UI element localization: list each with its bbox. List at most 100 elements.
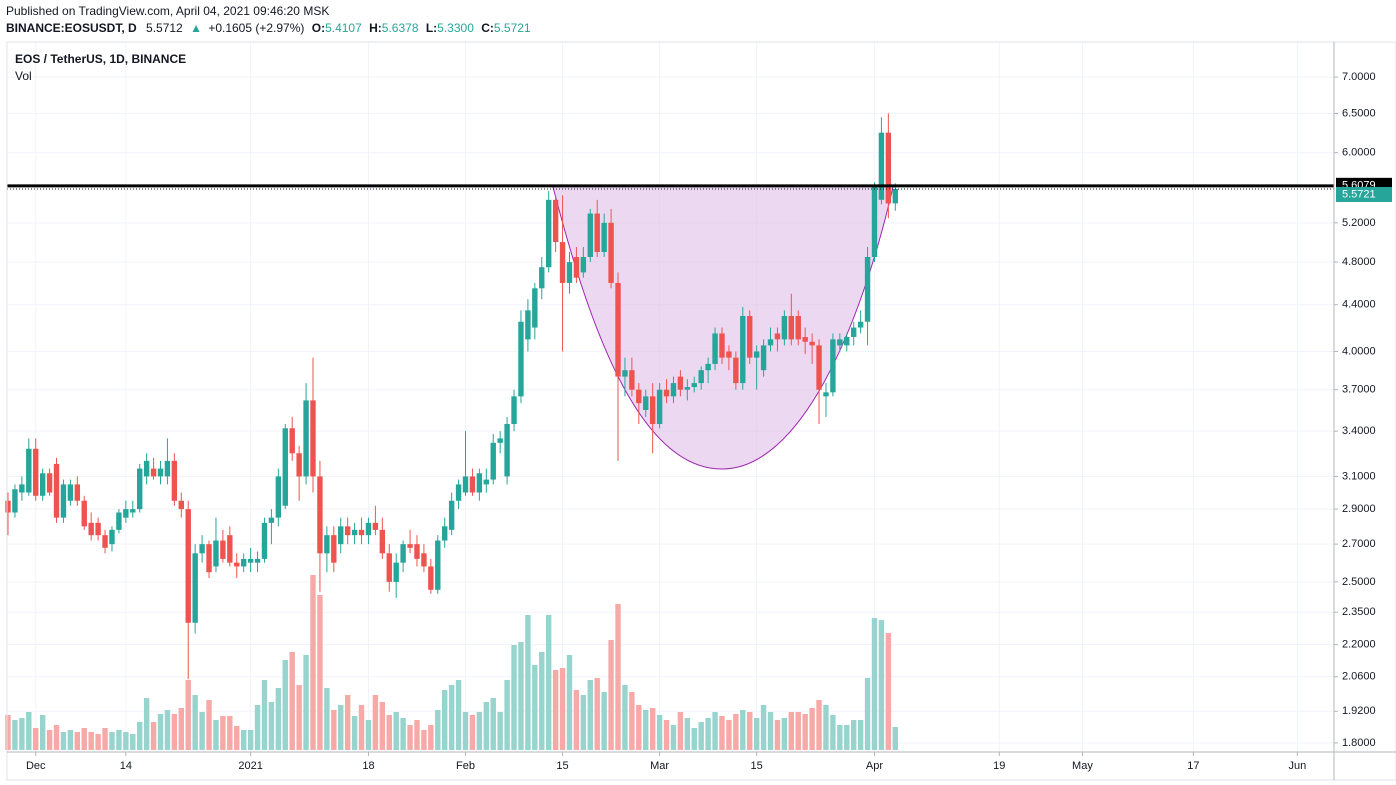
volume-bar (878, 620, 885, 750)
candle-body (753, 351, 760, 358)
volume-bar (393, 712, 399, 750)
x-tick-label: Mar (650, 760, 669, 772)
candle-body (178, 500, 184, 510)
volume-bar (247, 730, 254, 750)
volume-bar (788, 712, 795, 750)
y-tick-label: 2.9000 (1342, 503, 1376, 515)
x-tick-label: May (1072, 760, 1093, 772)
y-tick-label: 4.8000 (1342, 256, 1376, 268)
candle-body (143, 460, 150, 477)
volume-bar (33, 728, 39, 750)
volume-bar (497, 712, 503, 750)
volume-bar (275, 688, 282, 750)
volume-bar (178, 708, 184, 750)
volume-bar (615, 604, 621, 750)
volume-bar (809, 708, 815, 750)
volume-bar (532, 665, 538, 750)
candle-body (421, 553, 427, 567)
candle-body (629, 370, 635, 390)
volume-bar (719, 716, 725, 750)
candle-body (220, 540, 226, 559)
volume-bar (636, 705, 642, 750)
volume-bar (705, 718, 711, 750)
volume-bar (885, 633, 892, 750)
candle-body (559, 242, 566, 283)
candle-body (67, 484, 74, 501)
volume-bar (663, 720, 670, 750)
volume-bar (712, 712, 718, 750)
candle-body (393, 562, 399, 582)
volume-bar (816, 700, 822, 750)
volume-bar (559, 668, 566, 750)
candle-body (684, 387, 691, 390)
volume-bar (192, 695, 198, 750)
volume-bar (601, 692, 607, 750)
volume-bar (12, 720, 18, 750)
candle-body (324, 535, 330, 554)
candle-body (837, 339, 843, 346)
volume-bar (60, 732, 67, 750)
y-tick-label: 5.2000 (1342, 217, 1376, 229)
candle-body (823, 392, 829, 397)
volume-bar (442, 690, 448, 750)
candle-body (171, 460, 178, 501)
candle-body (857, 321, 864, 328)
volume-bar (573, 690, 580, 750)
volume-bar (365, 720, 372, 750)
volume-bar (317, 595, 323, 750)
candle-body (878, 132, 885, 200)
x-tick-label: Jun (1288, 760, 1306, 772)
y-tick-label: 3.4000 (1342, 425, 1376, 437)
candle-body (892, 188, 898, 204)
legend-title: EOS / TetherUS, 1D, BINANCE (15, 52, 186, 66)
x-tick-label: 19 (993, 760, 1005, 772)
candle-body (150, 468, 157, 477)
volume-bar (864, 678, 871, 750)
volume-bar (213, 720, 219, 750)
x-tick-label: 2021 (238, 760, 262, 772)
volume-bar (684, 718, 691, 750)
volume-bar (823, 705, 829, 750)
volume-bar (781, 718, 788, 750)
volume-bar (511, 645, 517, 750)
candle-body (192, 553, 198, 623)
volume-bar (871, 618, 878, 750)
candle-body (850, 327, 857, 337)
candle-body (885, 132, 892, 204)
candle-body (864, 257, 871, 322)
volume-bar (545, 615, 552, 750)
volume-bar (358, 705, 365, 750)
volume-bar (670, 725, 677, 750)
candle-body (719, 333, 725, 358)
candle-body (518, 321, 524, 397)
volume-bar (850, 720, 857, 750)
candle-body (698, 370, 704, 384)
y-tick-label: 3.1000 (1342, 470, 1376, 482)
candle-body (712, 333, 718, 364)
candle-body (504, 423, 510, 477)
volume-bar (594, 678, 600, 750)
y-tick-label: 4.4000 (1342, 299, 1376, 311)
volume-bar (19, 718, 25, 750)
volume-bar (698, 722, 704, 750)
candle-body (705, 363, 711, 371)
y-tick-label: 1.8000 (1342, 737, 1376, 749)
volume-label: Vol (15, 69, 32, 83)
y-tick-label: 7.0000 (1342, 71, 1376, 83)
o-label: O: (312, 21, 325, 35)
candle-body (199, 544, 205, 554)
candle-body (164, 460, 171, 477)
volume-bar (726, 720, 732, 750)
o-value: 5.4107 (325, 21, 362, 35)
volume-bar (81, 728, 87, 750)
candle-body (275, 476, 282, 518)
candle-body (677, 376, 684, 390)
candle-body (552, 199, 559, 243)
volume-bar (656, 715, 663, 750)
volume-bar (649, 708, 656, 750)
candle-body (26, 448, 32, 493)
candle-body (351, 529, 358, 536)
x-tick-label: 15 (556, 760, 568, 772)
candle-body (615, 282, 621, 377)
volume-bar (469, 715, 476, 750)
